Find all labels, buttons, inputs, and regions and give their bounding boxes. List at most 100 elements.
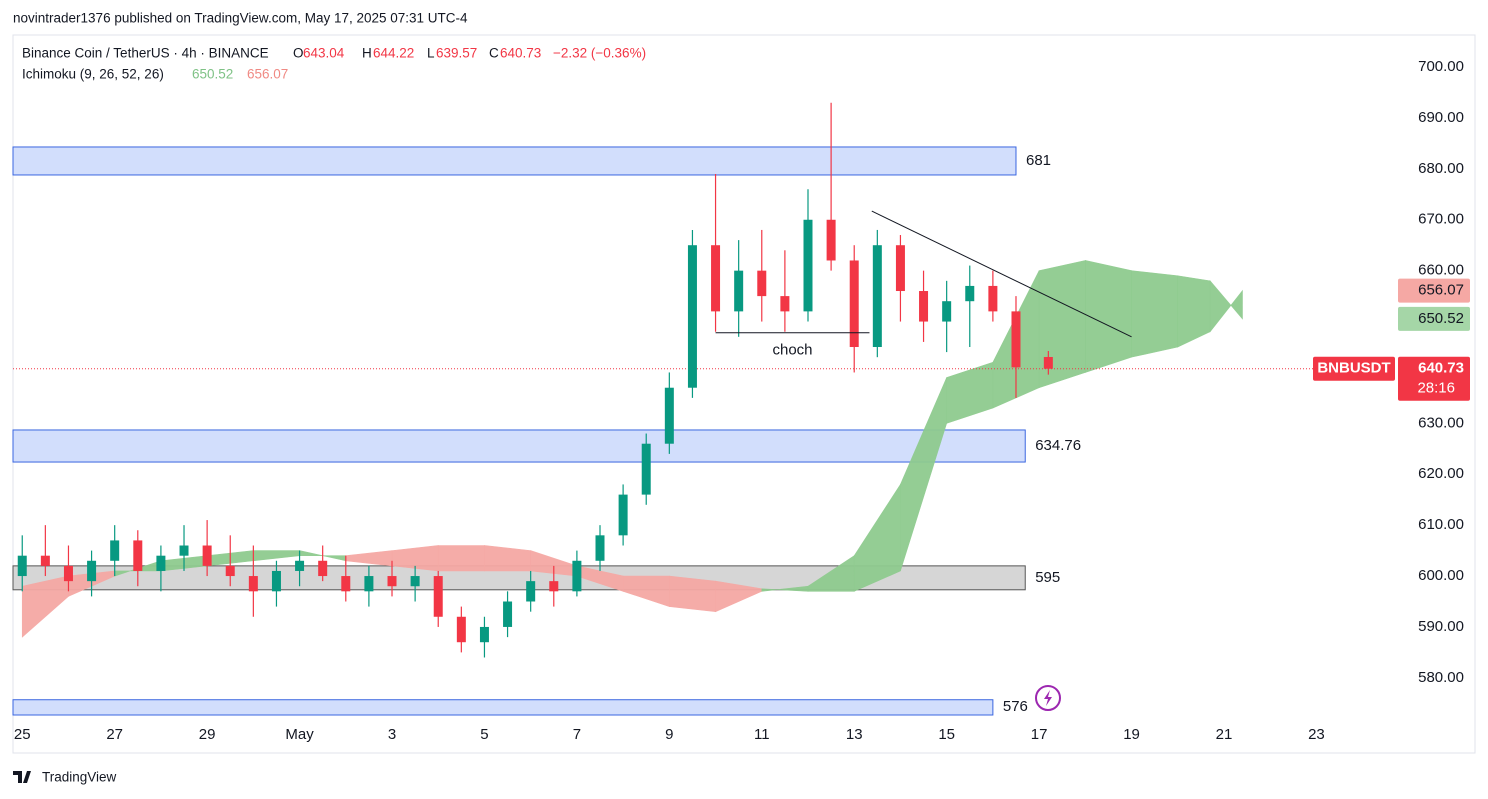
y-tick-label: 680.00 — [1418, 160, 1464, 177]
candle-body — [1043, 356, 1053, 369]
candle-body — [364, 576, 374, 592]
zone — [12, 699, 994, 716]
candle-body — [271, 570, 281, 592]
zone — [12, 146, 1017, 176]
price-badge — [1398, 356, 1470, 401]
candle-body — [156, 555, 166, 571]
candle-body — [179, 545, 189, 556]
candle-body — [895, 245, 905, 292]
candle-body — [341, 576, 351, 592]
candle-body — [734, 270, 744, 312]
change-label: −2.32 (−0.36%) — [553, 46, 646, 61]
candle-body — [780, 296, 790, 312]
x-tick-label: 7 — [573, 726, 581, 743]
y-tick-label: 610.00 — [1418, 516, 1464, 533]
candle-body — [318, 560, 328, 577]
lightning-icon — [1035, 685, 1061, 711]
x-tick-label: 13 — [846, 726, 863, 743]
cloud-segment — [669, 575, 716, 613]
x-tick-label: 15 — [938, 726, 955, 743]
x-tick-label: 19 — [1123, 726, 1140, 743]
tradingview-logo — [13, 771, 31, 783]
x-tick-label: 11 — [754, 726, 770, 743]
zone-label: 634.76 — [1035, 437, 1081, 454]
candle-body — [503, 601, 513, 627]
candle-body — [757, 270, 767, 297]
candle-body — [248, 576, 258, 592]
ohlc-value: 644.22 — [373, 46, 414, 61]
candle-body — [17, 555, 27, 577]
y-tick-label: 670.00 — [1418, 211, 1464, 228]
candle-body — [687, 245, 697, 388]
y-tick-label: 580.00 — [1418, 669, 1464, 686]
zone-label: 595 — [1035, 569, 1060, 586]
candle-body — [919, 291, 929, 322]
candle-body — [40, 555, 50, 566]
candle-body — [110, 540, 120, 561]
candle-body — [202, 545, 212, 566]
x-tick-label: 23 — [1308, 726, 1325, 743]
cloud-segment — [1131, 270, 1179, 358]
publisher-header: novintrader1376 published on TradingView… — [13, 11, 468, 26]
trendline — [871, 210, 1132, 338]
ichimoku-b-badge-text: 656.07 — [1418, 282, 1464, 299]
x-tick-label: 5 — [480, 726, 488, 743]
zone — [12, 429, 1026, 463]
candle-body — [295, 560, 305, 571]
ohlc-value: 643.04 — [303, 46, 345, 61]
cloud-segment — [1085, 260, 1132, 373]
ohlc-key: C — [489, 46, 499, 61]
x-tick-label: 27 — [106, 726, 123, 743]
indicator-label: Ichimoku (9, 26, 52, 26) — [22, 67, 164, 82]
candle-body — [942, 301, 952, 322]
x-tick-label: 25 — [14, 726, 31, 743]
brand-label: TradingView — [42, 770, 117, 785]
ohlc-value: 640.73 — [500, 46, 541, 61]
candle-body — [225, 565, 235, 577]
y-tick-label: 590.00 — [1418, 618, 1464, 635]
annotation-label: choch — [772, 342, 812, 359]
x-tick-label: 3 — [388, 726, 396, 743]
candle-body — [664, 387, 674, 444]
candle-body — [849, 260, 859, 348]
x-tick-label: 17 — [1031, 726, 1048, 743]
candle-body — [988, 285, 998, 312]
candle-body — [410, 576, 420, 587]
ohlc-value: 639.57 — [436, 46, 477, 61]
y-tick-label: 700.00 — [1418, 58, 1464, 75]
candle-body — [872, 245, 882, 348]
candle-body — [63, 565, 73, 582]
candle-body — [549, 581, 559, 592]
x-tick-label: 21 — [1216, 726, 1233, 743]
x-tick-label: May — [285, 726, 314, 743]
candle-body — [572, 560, 582, 592]
ticker-badge — [1313, 356, 1395, 381]
symbol-label: Binance Coin / TetherUS · 4h · BINANCE — [22, 46, 269, 61]
ohlc-key: O — [293, 46, 304, 61]
candle-body — [87, 560, 97, 582]
candle-body — [803, 219, 813, 312]
candle-body — [133, 540, 143, 571]
ichimoku-a-badge-text: 650.52 — [1418, 310, 1464, 327]
candle-body — [1011, 311, 1021, 368]
candle-body — [618, 494, 628, 536]
y-tick-label: 690.00 — [1418, 109, 1464, 126]
ticker-label: BNBUSDT — [1317, 360, 1390, 377]
candle-body — [479, 626, 489, 643]
candle-body — [826, 219, 836, 261]
ichimoku-value: 656.07 — [247, 67, 288, 82]
cloud-segment — [437, 545, 485, 572]
x-tick-label: 9 — [665, 726, 673, 743]
ichimoku-b-badge-box — [1398, 278, 1470, 303]
cloud-segment — [1209, 280, 1243, 333]
ohlc-key: H — [362, 46, 372, 61]
candle-body — [526, 581, 536, 602]
y-tick-label: 620.00 — [1418, 465, 1464, 482]
candle-body — [433, 576, 443, 617]
ichimoku-value: 650.52 — [192, 67, 233, 82]
candle-body — [387, 576, 397, 587]
chart-frame — [12, 34, 1476, 754]
y-tick-label: 600.00 — [1418, 567, 1464, 584]
ohlc-key: L — [427, 46, 435, 61]
